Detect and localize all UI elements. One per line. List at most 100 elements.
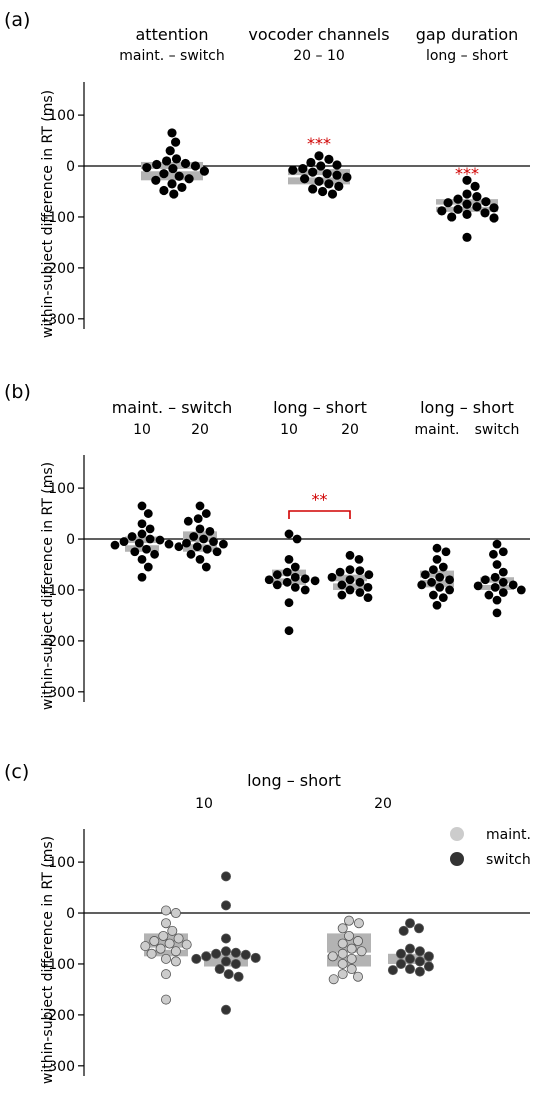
legend-label-maint: maint. <box>486 827 531 843</box>
panel-c-group-1-point-1 <box>160 905 171 916</box>
panel-c-group-4-point-10 <box>395 958 406 969</box>
panel-c-group-4-point-6 <box>395 948 406 959</box>
panel-c-group-2-point-2 <box>220 900 231 911</box>
panel-a-group-3-point-7 <box>443 198 453 208</box>
panel-c-group-1-point-2 <box>170 908 181 919</box>
panel-c-group-2-point-13 <box>214 964 225 975</box>
panel-b-group-4-point-3 <box>345 565 355 574</box>
panel-a-group-3-point-5 <box>453 194 463 204</box>
panel-b-group-4-point-5 <box>335 567 345 577</box>
panel-c-group-1-point-4 <box>167 925 178 936</box>
panel-b-group-2-point-9 <box>209 537 218 546</box>
panel-c-group-4-point-14 <box>414 966 425 977</box>
panel-c-group-1-point-9 <box>181 939 192 950</box>
panel-a-group-3-point-15 <box>447 212 457 222</box>
panel-c-group-3-point-3 <box>337 923 348 934</box>
panel-b-group-1-point-13 <box>174 542 184 552</box>
panel-b-group-1-point-14 <box>142 544 151 554</box>
panel-c-group-1-point-13 <box>146 948 157 959</box>
panel-b-group-6-point-9 <box>508 580 518 590</box>
panel-a-group-1-point-4 <box>171 154 182 164</box>
panel-a-group-2-point-11 <box>342 172 352 182</box>
panel-b-group-5-point-15 <box>432 600 442 610</box>
panel-a-group-2-point-10 <box>332 170 342 180</box>
panel-c-group-1-point-16 <box>160 969 171 980</box>
panel-b-group-2-point-2 <box>201 509 211 518</box>
panel-c-group-1-point-3 <box>160 918 171 929</box>
panel-b-group-3-point-11 <box>282 577 292 587</box>
panel-b-group-3-point-3 <box>284 555 294 564</box>
panel-b-group-3-point-7 <box>290 572 300 582</box>
panel-c-y-tick-label-3: -200 <box>43 1008 75 1024</box>
panel-a-group-2-point-15 <box>334 181 344 192</box>
panel-b-label: (b) <box>4 381 31 403</box>
panel-b-group-2-point-6 <box>205 526 215 536</box>
panel-b-group-2-point-16 <box>195 555 205 564</box>
panel-a-group-1-point-18 <box>159 185 169 196</box>
panel-b-group-3-point-14 <box>300 585 310 595</box>
panel-b-group-4-point-13 <box>355 588 365 597</box>
panel-b-group-2-point-13 <box>202 544 212 554</box>
panel-a-group-1-point-1 <box>167 128 177 138</box>
panel-b-group-4-point-12 <box>345 585 355 595</box>
panel-b-group-6-point-7 <box>480 575 490 585</box>
panel-b-group-5-point-5 <box>429 565 438 574</box>
panel-b-group-1-point-19 <box>137 572 147 582</box>
panel-a-group-3-point-1 <box>462 175 472 185</box>
panel-a-label: (a) <box>4 9 30 31</box>
panel-b-group-2-point-8 <box>199 534 209 544</box>
panel-c: (c) long – short 10 20 within-subject di… <box>4 761 531 1084</box>
panel-b-group-2-point-17 <box>201 562 211 572</box>
panel-b-group-1-point-6 <box>127 532 137 541</box>
panel-b-group-6-point-1 <box>492 539 502 549</box>
panel-b-group-4-point-8 <box>345 575 355 585</box>
panel-a-group-3-point-11 <box>453 204 463 214</box>
panel-b-group-2-point-1 <box>195 501 205 511</box>
panel-a-y-tick-label-1: 0 <box>66 159 75 175</box>
panel-c-group-3-point-1 <box>343 915 354 926</box>
panel-b-header-1-sub-2: 20 <box>191 422 209 438</box>
panel-b-group-5-point-1 <box>432 543 442 553</box>
panel-c-group-2-point-6 <box>211 948 222 959</box>
panel-c-y-tick-label-2: -100 <box>43 957 75 973</box>
panel-b-group-4-point-9 <box>355 577 365 587</box>
panel-b-group-3-point-16 <box>284 626 294 636</box>
panel-b-group-4-point-4 <box>355 566 365 576</box>
panel-a-group-2-subtitle: 20 – 10 <box>293 48 345 64</box>
panel-a-group-1-title: attention <box>136 25 209 44</box>
panel-b-group-1-point-8 <box>155 535 165 545</box>
panel-c-y-tick-label-1: 0 <box>66 906 75 922</box>
panel-b-group-6-point-12 <box>516 585 526 595</box>
panel-a-group-2-point-16 <box>308 184 318 194</box>
panel-c-subtitle-10: 10 <box>195 796 213 812</box>
panel-c-group-2-point-15 <box>233 971 244 982</box>
panel-b-header-3-title: long – short <box>420 398 514 417</box>
panel-a-group-1-point-19 <box>169 189 179 199</box>
legend-marker-maint <box>450 827 464 841</box>
panel-a-group-1-point-2 <box>171 137 181 147</box>
panel-c-group-4-point-2 <box>413 923 424 934</box>
panel-b-group-5-point-11 <box>435 583 445 592</box>
panel-b-group-5-point-8 <box>445 575 454 585</box>
panel-a-group-2-point-18 <box>327 189 338 199</box>
panel-b-y-tick-label-0: 100 <box>48 481 75 497</box>
panel-b-group-5-point-4 <box>438 562 448 572</box>
panel-c-group-2-point-12 <box>230 958 241 969</box>
panel-a-group-2-point-14 <box>324 179 334 189</box>
panel-a-group-1-point-12 <box>159 169 169 179</box>
panel-b-group-1-point-3 <box>137 519 147 529</box>
panel-c-group-3-point-2 <box>353 918 364 929</box>
panel-b-group-1-point-9 <box>119 537 129 546</box>
panel-b-group-4-point-7 <box>327 572 337 582</box>
panel-c-group-4-point-1 <box>404 918 415 929</box>
panel-b-group-3-point-13 <box>290 583 300 592</box>
panel-c-group-1-point-15 <box>170 956 181 967</box>
panel-a-group-3-point-12 <box>437 206 447 216</box>
legend-label-switch: switch <box>486 852 531 868</box>
panel-a-group-1-point-5 <box>162 156 172 166</box>
panel-c-group-4-point-4 <box>404 943 415 954</box>
panel-b-group-6-point-5 <box>498 567 508 577</box>
panel-a-group-3-point-8 <box>462 199 472 209</box>
panel-c-title: long – short <box>247 771 341 790</box>
panel-a-group-2-point-2 <box>324 154 334 165</box>
